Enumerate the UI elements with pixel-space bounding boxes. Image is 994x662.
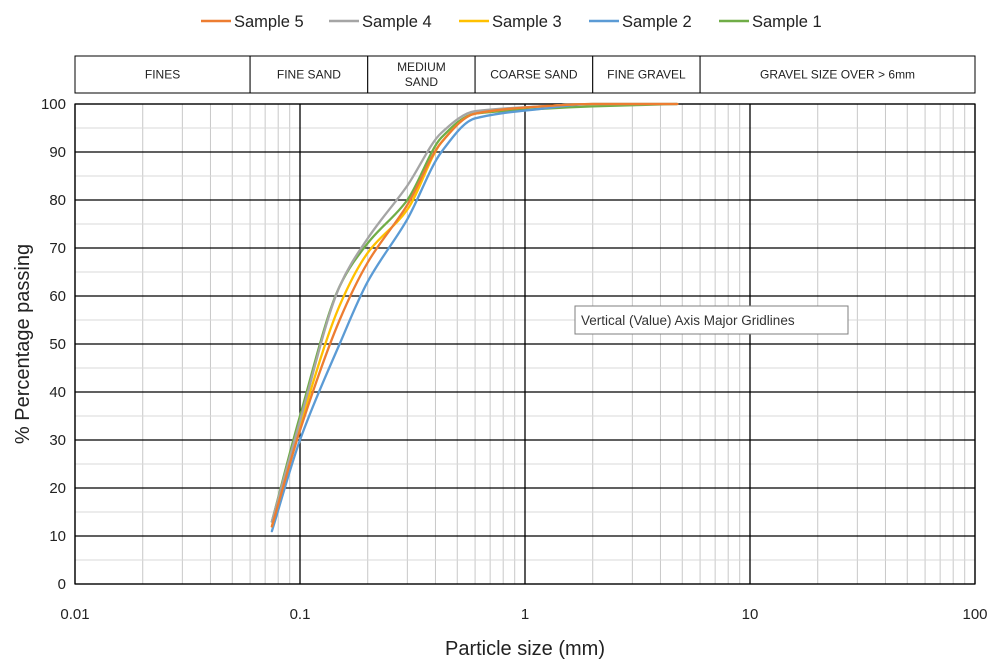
y-tick-label: 20 [49, 480, 66, 497]
size-band-cell [699, 55, 976, 94]
size-band: GRAVEL SIZE OVER > 6mm [699, 55, 976, 94]
x-axis-title: Particle size (mm) [445, 638, 605, 660]
legend-label: Sample 5 [234, 13, 304, 31]
legend-label: Sample 3 [492, 13, 562, 31]
legend-item-sample-2[interactable]: Sample 2 [589, 13, 692, 31]
x-tick-label: 0.1 [290, 606, 311, 623]
size-band-label: MEDIUM [397, 60, 446, 74]
series-line-sample-1[interactable] [270, 102, 679, 523]
x-tick-label: 100 [962, 606, 987, 623]
y-tick-label: 50 [49, 336, 66, 353]
size-band-label: COARSE SAND [490, 68, 578, 82]
size-band: COARSE SAND [474, 55, 594, 94]
size-band-cell [74, 55, 251, 94]
y-tick-label: 70 [49, 240, 66, 257]
size-band-cell [592, 55, 701, 94]
size-band-label: FINE SAND [277, 68, 341, 82]
x-tick-label: 1 [521, 606, 529, 623]
tooltip-text: Vertical (Value) Axis Major Gridlines [581, 313, 795, 328]
size-band: FINE SAND [249, 55, 369, 94]
y-axis-title: % Percentage passing [12, 244, 34, 444]
size-band: FINE GRAVEL [592, 55, 701, 94]
y-tick-label: 80 [49, 192, 66, 209]
y-tick-label: 40 [49, 384, 66, 401]
legend-item-sample-5[interactable]: Sample 5 [201, 13, 304, 31]
x-axis-tick-labels: 0.01 0.1 1 10 100 [60, 606, 987, 623]
size-band-cell [249, 55, 369, 94]
y-tick-label: 10 [49, 528, 66, 545]
tooltip-box [574, 305, 849, 335]
legend-label: Sample 4 [362, 13, 432, 31]
chart-legend[interactable]: Sample 5 Sample 4 Sample 3 Sample 2 Sample 1 [201, 13, 822, 31]
legend-label: Sample 2 [622, 13, 692, 31]
size-band-cell [367, 55, 476, 94]
legend-item-sample-1[interactable]: Sample 1 [719, 13, 822, 31]
x-tick-label: 0.01 [60, 606, 89, 623]
legend-item-sample-3[interactable]: Sample 3 [459, 13, 562, 31]
y-tick-label: 0 [58, 576, 66, 593]
legend-label: Sample 1 [752, 13, 822, 31]
legend-item-sample-4[interactable]: Sample 4 [329, 13, 432, 31]
series-lines[interactable] [270, 102, 679, 533]
plot-area[interactable] [74, 103, 976, 585]
series-line-sample-5[interactable] [270, 102, 679, 528]
size-band: FINES [74, 55, 251, 94]
gridline-tooltip: Vertical (Value) Axis Major Gridlines [574, 305, 849, 335]
y-tick-label: 60 [49, 288, 66, 305]
size-band-label: FINE GRAVEL [607, 68, 686, 82]
size-band-label: SAND [405, 75, 439, 89]
size-band-label: FINES [145, 68, 180, 82]
size-band-label: GRAVEL SIZE OVER > 6mm [760, 68, 915, 82]
y-axis-tick-labels: 0 10 20 30 40 50 60 70 80 90 100 [41, 96, 66, 593]
y-tick-label: 100 [41, 96, 66, 113]
y-tick-label: 30 [49, 432, 66, 449]
x-tick-label: 10 [742, 606, 759, 623]
y-tick-label: 90 [49, 144, 66, 161]
